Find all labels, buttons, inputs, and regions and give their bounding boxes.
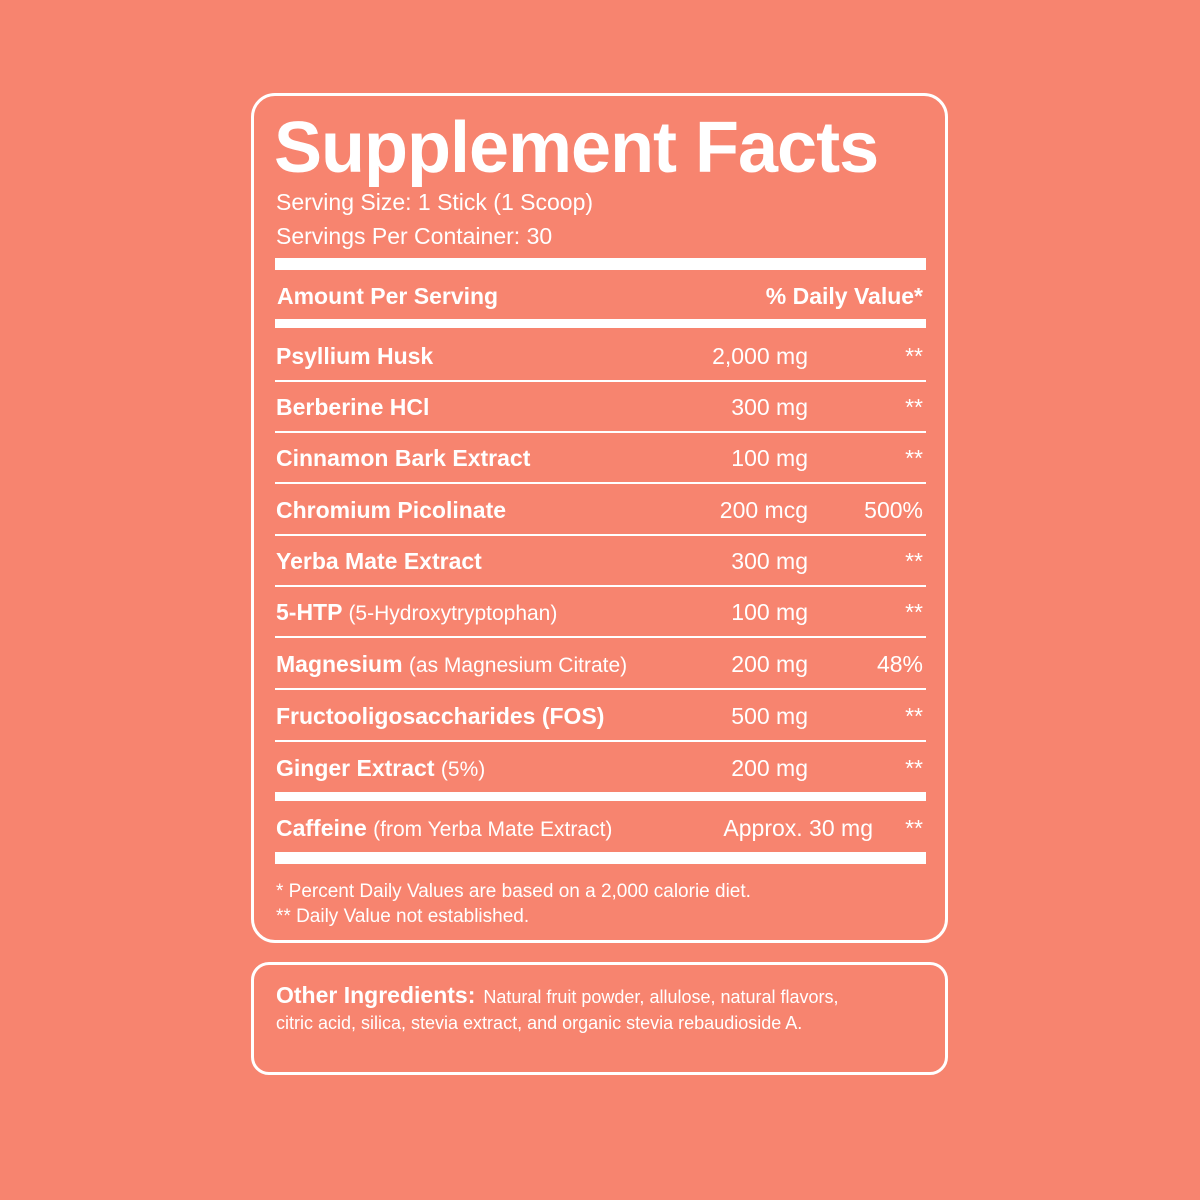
other-ingredients: Other Ingredients: Natural fruit powder, … (276, 982, 876, 1036)
ingredient-daily-value: ** (905, 548, 923, 574)
ingredient-daily-value: ** (905, 815, 923, 841)
footnote-daily-values: * Percent Daily Values are based on a 2,… (276, 881, 751, 902)
other-ingredients-text: Natural fruit powder, allulose, natural … (276, 987, 839, 1033)
ingredient-amount: 200 mg (731, 755, 808, 781)
ingredient-amount: 300 mg (731, 394, 808, 420)
ingredient-name: Ginger Extract (5%) (276, 755, 486, 781)
caffeine-row: Caffeine (from Yerba Mate Extract) Appro… (275, 813, 926, 843)
ingredient-daily-value: 48% (876, 651, 923, 677)
ingredient-amount: 2,000 mg (712, 343, 808, 369)
daily-value-header: % Daily Value* (765, 283, 923, 309)
ingredient-row: Ginger Extract (5%) 200 mg ** (275, 753, 926, 783)
other-ingredients-label: Other Ingredients: (276, 982, 476, 1008)
label-title: Supplement Facts (274, 108, 879, 188)
ingredient-amount: 100 mg (731, 445, 808, 471)
ingredient-name: Fructooligosaccharides (FOS) (276, 703, 605, 729)
ingredient-daily-value: ** (905, 394, 923, 420)
servings-per-container: Servings Per Container: 30 (276, 223, 553, 249)
row-divider (275, 482, 926, 484)
row-divider (275, 534, 926, 536)
ingredient-row: Yerba Mate Extract 300 mg ** (275, 546, 926, 576)
amount-per-serving-header: Amount Per Serving (277, 283, 499, 309)
ingredient-amount: 200 mcg (719, 497, 808, 523)
ingredient-name: Yerba Mate Extract (276, 548, 482, 574)
ingredient-amount: 300 mg (731, 548, 808, 574)
row-divider (275, 431, 926, 433)
thick-divider-header (275, 319, 926, 328)
ingredient-qualifier: (5-Hydroxytryptophan) (348, 602, 558, 625)
supplement-facts-panel (251, 93, 948, 943)
ingredient-daily-value: ** (905, 703, 923, 729)
other-ingredients-panel (251, 962, 948, 1075)
ingredient-daily-value: ** (905, 445, 923, 471)
ingredient-name: Magnesium (as Magnesium Citrate) (276, 651, 628, 677)
ingredient-name: 5-HTP (5-Hydroxytryptophan) (276, 599, 558, 625)
ingredient-row: Magnesium (as Magnesium Citrate) 200 mg … (275, 649, 926, 679)
ingredient-daily-value: ** (905, 343, 923, 369)
ingredient-daily-value: ** (905, 755, 923, 781)
ingredient-name: Cinnamon Bark Extract (276, 445, 531, 471)
ingredient-qualifier: (as Magnesium Citrate) (408, 654, 628, 677)
ingredient-row: 5-HTP (5-Hydroxytryptophan) 100 mg ** (275, 597, 926, 627)
ingredient-row: Cinnamon Bark Extract 100 mg ** (275, 443, 926, 473)
thick-divider-top (275, 258, 926, 270)
serving-size: Serving Size: 1 Stick (1 Scoop) (276, 189, 594, 215)
ingredient-daily-value: 500% (864, 497, 923, 523)
ingredient-amount: 200 mg (731, 651, 808, 677)
ingredient-name: Berberine HCl (276, 394, 430, 420)
ingredient-row: Berberine HCl 300 mg ** (275, 392, 926, 422)
ingredient-row: Fructooligosaccharides (FOS) 500 mg ** (275, 701, 926, 731)
ingredient-name: Chromium Picolinate (276, 497, 507, 523)
ingredient-row: Chromium Picolinate 200 mcg 500% (275, 495, 926, 525)
ingredient-qualifier: (5%) (440, 758, 486, 781)
thick-divider-caffeine (275, 792, 926, 801)
row-divider (275, 585, 926, 587)
thick-divider-bottom (275, 852, 926, 864)
ingredient-amount: 100 mg (731, 599, 808, 625)
ingredient-name: Caffeine (from Yerba Mate Extract) (276, 815, 613, 841)
ingredient-row: Psyllium Husk 2,000 mg ** (275, 341, 926, 371)
row-divider (275, 688, 926, 690)
ingredient-amount: 500 mg (731, 703, 808, 729)
ingredient-daily-value: ** (905, 599, 923, 625)
row-divider (275, 740, 926, 742)
ingredient-amount: Approx. 30 mg (723, 815, 873, 841)
footnote-not-established: ** Daily Value not established. (276, 906, 530, 927)
ingredient-qualifier: (from Yerba Mate Extract) (373, 818, 613, 841)
ingredient-name: Psyllium Husk (276, 343, 434, 369)
row-divider (275, 380, 926, 382)
row-divider (275, 636, 926, 638)
